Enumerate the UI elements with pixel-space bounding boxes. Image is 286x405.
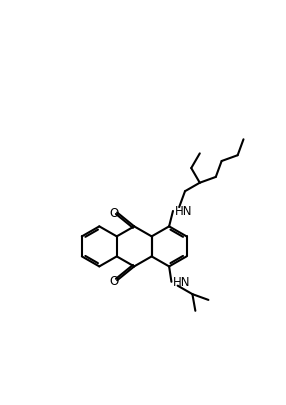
Text: O: O <box>110 207 119 220</box>
Text: O: O <box>110 274 119 287</box>
Text: HN: HN <box>173 276 190 289</box>
Text: HN: HN <box>174 205 192 218</box>
